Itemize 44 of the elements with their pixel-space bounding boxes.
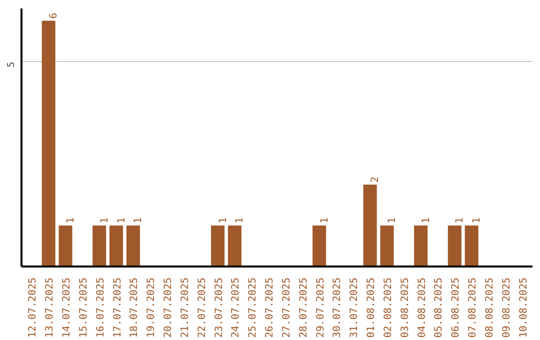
x-tick-label: 16.07.2025 bbox=[95, 277, 106, 338]
x-tick-label: 24.07.2025 bbox=[230, 277, 242, 338]
x-tick-label: 01.08.2025 bbox=[366, 277, 378, 338]
x-tick-label: 27.07.2025 bbox=[281, 277, 292, 338]
data-label: 1 bbox=[218, 218, 229, 224]
y-tick-label: 5 bbox=[6, 62, 17, 68]
data-label: 1 bbox=[116, 218, 128, 224]
data-label: 1 bbox=[319, 218, 330, 224]
x-tick-label: 05.08.2025 bbox=[434, 277, 445, 338]
x-tick-label: 12.07.2025 bbox=[28, 277, 39, 338]
x-tick-label: 26.07.2025 bbox=[264, 277, 276, 338]
data-label: 1 bbox=[234, 218, 246, 224]
x-tick-label: 22.07.2025 bbox=[196, 277, 208, 338]
x-tick-label: 28.07.2025 bbox=[298, 277, 310, 338]
data-label: 1 bbox=[133, 218, 144, 224]
x-tick-label: 29.07.2025 bbox=[315, 277, 326, 338]
data-label: 1 bbox=[99, 218, 110, 224]
data-label: 1 bbox=[65, 218, 76, 224]
x-tick-label: 07.08.2025 bbox=[468, 277, 479, 338]
x-tick-label: 04.08.2025 bbox=[416, 277, 428, 338]
x-tick-label: 10.08.2025 bbox=[518, 277, 530, 338]
x-tick-label: 08.08.2025 bbox=[484, 277, 496, 338]
data-label: 2 bbox=[370, 176, 382, 183]
x-tick-label: 23.07.2025 bbox=[214, 277, 225, 338]
x-tick-label: 14.07.2025 bbox=[61, 277, 72, 338]
x-tick-label: 30.07.2025 bbox=[332, 277, 344, 338]
x-tick-label: 06.08.2025 bbox=[450, 277, 462, 338]
x-tick-label: 18.07.2025 bbox=[129, 277, 140, 338]
x-tick-label: 21.07.2025 bbox=[180, 277, 191, 338]
x-tick-label: 25.07.2025 bbox=[248, 277, 259, 338]
data-label: 1 bbox=[454, 218, 466, 224]
x-tick-label: 03.08.2025 bbox=[400, 277, 411, 338]
x-tick-label: 19.07.2025 bbox=[146, 277, 158, 338]
x-tick-label: 20.07.2025 bbox=[163, 277, 174, 338]
x-tick-label: 15.07.2025 bbox=[78, 277, 90, 338]
x-tick-label: 17.07.2025 bbox=[112, 277, 124, 338]
data-label: 1 bbox=[386, 218, 398, 224]
x-tick-label: 02.08.2025 bbox=[382, 277, 394, 338]
x-tick-label: 31.07.2025 bbox=[349, 277, 360, 338]
data-label: 1 bbox=[420, 218, 432, 224]
data-label: 1 bbox=[472, 218, 483, 224]
x-tick-label: 13.07.2025 bbox=[44, 277, 56, 338]
x-tick-label: 09.08.2025 bbox=[501, 277, 512, 338]
data-label: 6 bbox=[48, 12, 60, 19]
